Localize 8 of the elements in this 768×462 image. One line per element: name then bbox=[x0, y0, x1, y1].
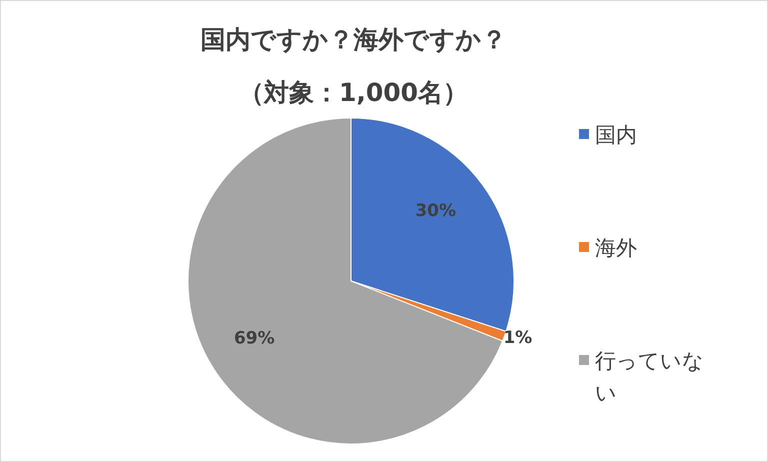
chart-title: 国内ですか？海外ですか？ bbox=[200, 24, 508, 56]
data-label: 30% bbox=[415, 200, 456, 221]
legend-label: 国内 bbox=[595, 122, 638, 149]
data-label: 1% bbox=[503, 328, 532, 348]
chart-subtitle: （対象：1,000名） bbox=[238, 77, 470, 109]
legend-label: 海外 bbox=[595, 235, 638, 262]
legend-label: 行っていない bbox=[595, 348, 705, 407]
data-label: 69% bbox=[234, 328, 275, 348]
